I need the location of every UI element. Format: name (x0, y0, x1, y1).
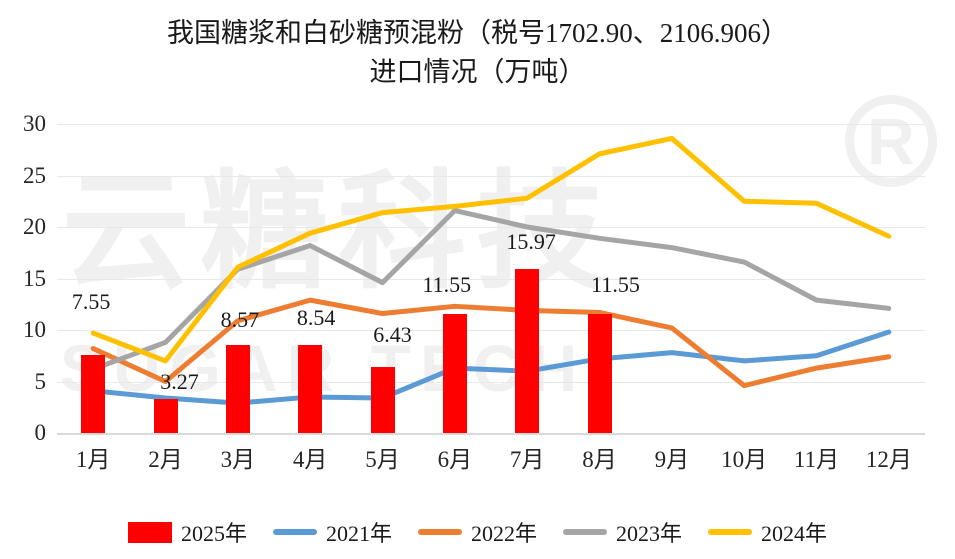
legend-line-swatch-icon (417, 529, 462, 535)
bar-value-label: 15.97 (506, 228, 556, 254)
gridline (57, 330, 925, 331)
line-series (90, 208, 892, 372)
x-axis-tick-label: 7月 (509, 447, 545, 472)
legend-line-swatch-icon (563, 529, 607, 535)
chart-title: 我国糖浆和白砂糖预混粉（税号1702.90、2106.906） 进口情况（万吨） (167, 18, 788, 87)
bar-value-label: 7.55 (71, 289, 111, 315)
legend-item[interactable]: 2021年 (272, 516, 392, 548)
legend-item[interactable]: 2022年 (417, 516, 537, 548)
bar-value-label: 11.55 (422, 272, 472, 298)
bar-value-label: 11.55 (591, 272, 640, 298)
y-axis-tick-label: 20 (23, 214, 46, 239)
bar (587, 314, 612, 433)
legend-label: 2021年 (325, 521, 392, 546)
x-axis-tick-label: 6月 (437, 447, 473, 472)
x-axis-tick-label: 10月 (721, 447, 768, 472)
x-axis-tick-label: 9月 (654, 447, 690, 472)
legend-label: 2025年 (180, 521, 247, 546)
x-axis-tick-label: 3月 (220, 447, 256, 472)
y-axis-tick-label: 0 (34, 420, 47, 445)
bar (442, 314, 467, 433)
line-series (90, 135, 892, 364)
bar-value-label: 6.43 (373, 321, 412, 347)
x-axis-tick-label: 5月 (365, 447, 400, 472)
x-axis-tick-label: 1月 (75, 447, 111, 472)
gridline (57, 433, 925, 435)
gridline (57, 227, 925, 228)
legend-item[interactable]: 2024年 (708, 516, 827, 548)
x-axis: 1月 2月 3月 4月 5月 6月 7月 8月 9月 10月 11月 12月 (57, 440, 925, 474)
legend-bar-swatch-icon (127, 521, 172, 543)
legend-item[interactable]: 2023年 (563, 516, 682, 548)
legend-label: 2022年 (470, 521, 537, 546)
legend-label: 2024年 (761, 521, 828, 546)
y-axis-tick-label: 15 (23, 265, 46, 291)
chart-legend: 2025年 2021年 2022年 2023年 2024年 (0, 516, 955, 548)
line-series (90, 297, 892, 389)
x-axis-tick-label: 2月 (148, 447, 183, 472)
plot-area: 7.55 3.27 8.57 8.54 6.43 11.55 15.97 11.55 (57, 124, 925, 435)
bar (298, 345, 323, 433)
bar-value-label: 8.57 (220, 306, 260, 332)
legend-label: 2023年 (616, 521, 683, 546)
bar-value-label: 8.54 (296, 305, 336, 331)
legend-line-swatch-icon (708, 529, 753, 535)
y-axis-tick-label: 30 (23, 111, 46, 136)
legend-item[interactable]: 2025年 (127, 516, 247, 548)
y-axis: 0 5 10 15 20 25 30 (0, 111, 955, 445)
bar (370, 366, 395, 433)
bar (153, 399, 178, 433)
bar (81, 355, 106, 433)
gridline (57, 381, 925, 383)
x-axis-tick-label: 8月 (582, 447, 617, 472)
line-series-layer (90, 135, 892, 406)
legend-line-swatch-icon (272, 529, 317, 535)
gridline (57, 278, 925, 280)
y-axis-tick-label: 25 (23, 162, 46, 188)
x-axis-tick-label: 4月 (292, 447, 328, 472)
y-axis-tick-label: 5 (34, 368, 47, 394)
gridline (57, 175, 925, 177)
bar (515, 268, 540, 433)
bar (225, 344, 250, 433)
line-series (90, 329, 892, 406)
y-axis-tick-label: 10 (23, 317, 46, 342)
x-axis-tick-label: 11月 (793, 447, 840, 472)
gridline (57, 124, 925, 125)
x-axis-tick-label: 12月 (865, 447, 912, 472)
bar-value-label: 3.27 (160, 369, 199, 395)
